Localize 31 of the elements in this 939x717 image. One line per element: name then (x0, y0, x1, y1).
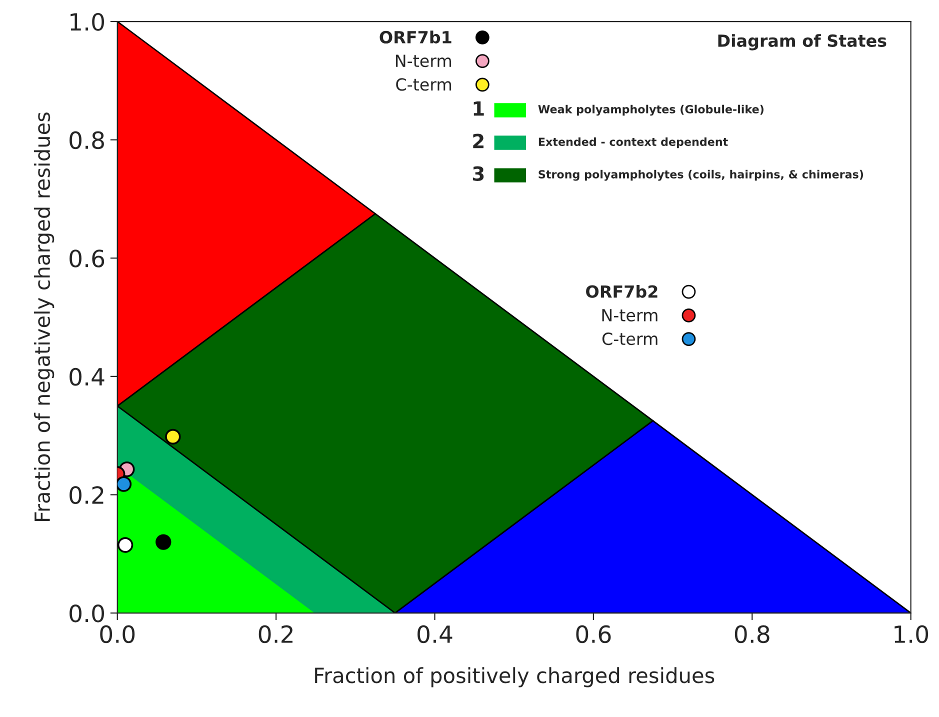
annotation: 3 (472, 166, 484, 181)
x-tick-label: 0.6 (576, 625, 611, 644)
point (165, 428, 181, 445)
y-tick-label: 1.0 (70, 12, 104, 31)
point (117, 537, 134, 553)
annotation: Weak polyampholytes (Globule-like) (538, 104, 764, 116)
point (117, 476, 132, 492)
annotation: Strong polyampholytes (coils, hairpins, & chimeras) (538, 170, 864, 181)
annotation: Extended - context dependent (538, 137, 728, 148)
x-tick-label: 0.0 (100, 625, 135, 644)
legend-label: C-term (602, 332, 658, 346)
annotation: 1 (474, 101, 484, 116)
y-axis-title: Fraction of negatively charged residues (34, 112, 54, 521)
legend-label: N-term (602, 309, 658, 322)
x-tick-label: 0.2 (258, 625, 292, 644)
y-tick-label: 0.4 (70, 368, 104, 386)
y-tick-label: 0.8 (70, 131, 104, 150)
legend-label: C-term (396, 78, 452, 91)
y-tick-label: 0.0 (70, 604, 104, 622)
legend-label: ORF7b1 (380, 30, 452, 44)
x-axis-title: Fraction of positively charged residues (315, 667, 714, 688)
annotation: Diagram of States (718, 34, 886, 50)
legend-label: ORF7b2 (586, 284, 658, 298)
y-tick-label: 0.2 (70, 486, 104, 504)
x-tick-label: 1.0 (894, 625, 928, 644)
legend-label: N-term (396, 54, 452, 68)
annotation: 2 (473, 134, 484, 148)
point (156, 534, 172, 550)
y-tick-label: 0.6 (70, 250, 104, 268)
x-tick-label: 0.4 (418, 625, 452, 644)
x-tick-label: 0.8 (734, 625, 770, 644)
